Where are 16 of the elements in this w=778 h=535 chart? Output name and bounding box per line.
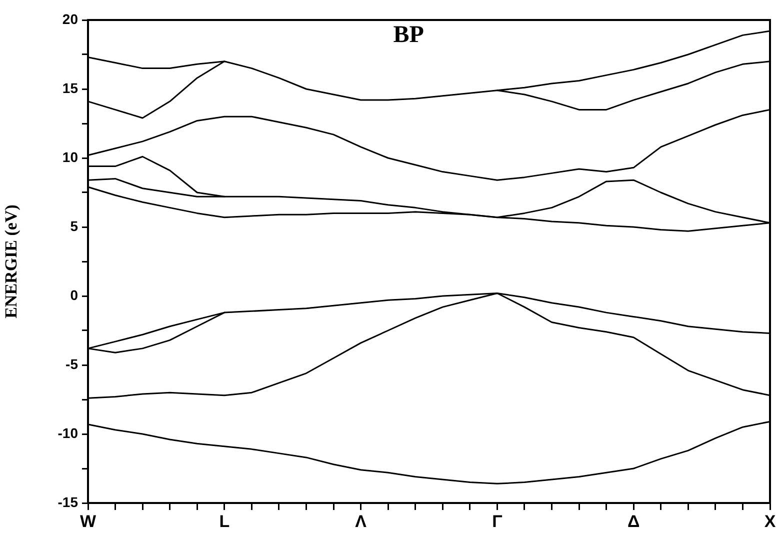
y-tick-label: 0 — [70, 286, 78, 303]
x-tick-label: L — [219, 512, 230, 531]
y-tick-label: 15 — [62, 80, 78, 96]
chart-title: BP — [393, 22, 424, 48]
y-tick-label: -10 — [58, 424, 78, 441]
x-tick-label: Γ — [492, 512, 502, 531]
y-tick-label: -15 — [58, 494, 78, 510]
y-tick-label: -5 — [66, 356, 78, 372]
y-axis-title: ENERGIE (eV) — [2, 204, 21, 318]
x-tick-label: Δ — [627, 512, 640, 531]
x-tick-label: X — [764, 512, 776, 531]
y-tick-label: 5 — [70, 218, 78, 234]
y-tick-label: 20 — [62, 10, 78, 27]
y-tick-label: 10 — [62, 148, 78, 165]
x-tick-label: Λ — [355, 512, 368, 531]
x-tick-label: W — [80, 512, 97, 531]
